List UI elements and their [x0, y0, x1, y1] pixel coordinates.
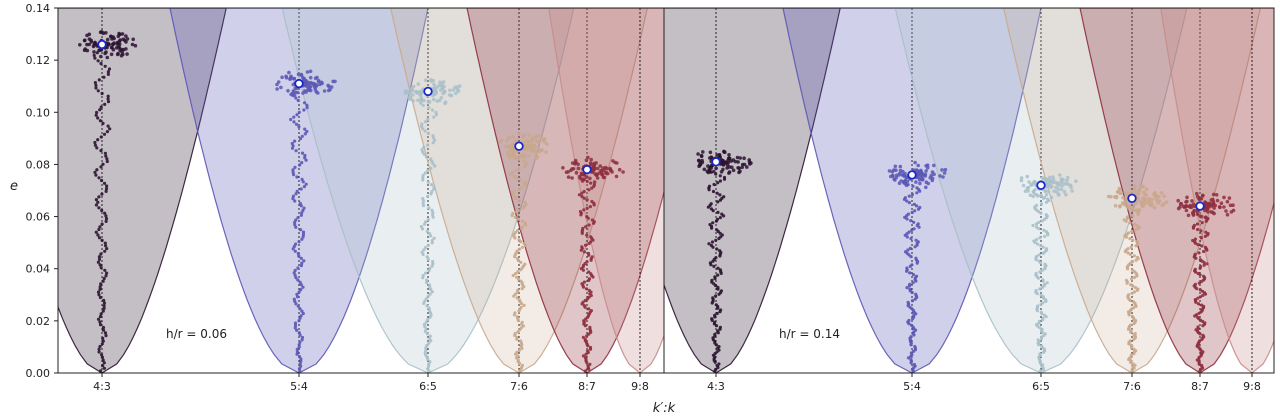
- x-tick-label: 9:8: [631, 380, 649, 393]
- y-tick-label: 0.02: [26, 315, 51, 328]
- x-tick-label: 8:7: [578, 380, 596, 393]
- marker-6-5: [423, 86, 433, 97]
- track-6-5: [1019, 173, 1078, 373]
- x-tick-label: 4:3: [707, 380, 725, 393]
- panel-h-r-0-06: h/r = 0.06: [58, 8, 664, 373]
- x-tick-label: 6:5: [419, 380, 437, 393]
- y-tick-label: 0.00: [26, 367, 51, 380]
- panel-annotation: h/r = 0.14: [779, 327, 840, 341]
- resonance-band-5-4: [169, 8, 429, 373]
- y-tick-label: 0.04: [26, 263, 51, 276]
- y-tick-label: 0.10: [26, 106, 51, 119]
- y-tick-label: 0.12: [26, 54, 51, 67]
- x-tick-label: 8:7: [1191, 380, 1209, 393]
- resonance-band-4-3: [58, 8, 227, 373]
- y-axis-ticks: 0.00 0.02 0.04 0.06 0.08 0.10 0.12 0.14: [26, 2, 58, 380]
- resonance-band-8-7: [1079, 8, 1274, 373]
- resonance-band-6-5: [281, 8, 575, 373]
- axes: 0.00 0.02 0.04 0.06 0.08 0.10 0.12 0.14 4:3 5:4 6…: [10, 2, 1275, 416]
- x-axis-ticks: 4:3 5:4 6:5 7:6 8:7 9:8 4:3 5:4 6:5 7:6 8:7 9:8: [93, 373, 1261, 393]
- resonance-band-4-3: [664, 8, 841, 373]
- plot-frame: [57, 7, 1275, 374]
- track-8-7: [1176, 191, 1236, 373]
- y-tick-label: 0.08: [26, 158, 51, 171]
- marker-7-6: [1127, 193, 1137, 203]
- x-tick-label: 4:3: [93, 380, 111, 393]
- marker-4-3: [711, 157, 721, 167]
- track-8-7: [561, 155, 625, 373]
- y-tick-label: 0.06: [26, 211, 51, 224]
- x-tick-label: 6:5: [1032, 380, 1050, 393]
- x-tick-label: 5:4: [903, 380, 921, 393]
- marker-8-7: [582, 164, 592, 175]
- panel-annotation: h/r = 0.06: [166, 327, 227, 341]
- y-tick-label: 0.14: [26, 2, 51, 15]
- marker-8-7: [1195, 201, 1205, 211]
- marker-7-6: [514, 141, 524, 151]
- resonance-band-7-6: [1002, 8, 1262, 373]
- track-5-4: [275, 69, 337, 373]
- x-tick-label: 7:6: [1123, 380, 1141, 393]
- x-tick-label: 5:4: [290, 380, 308, 393]
- x-tick-label: 9:8: [1243, 380, 1261, 393]
- marker-5-4: [294, 78, 304, 89]
- marker-4-3: [97, 39, 107, 50]
- y-axis-label: e: [10, 179, 18, 194]
- panel-h-r-0-14: h/r = 0.14: [664, 8, 1274, 373]
- resonance-band-9-8: [1160, 8, 1274, 373]
- x-axis-label: k′:k: [653, 401, 676, 416]
- marker-6-5: [1036, 180, 1046, 190]
- resonance-band-8-7: [466, 8, 664, 373]
- x-tick-label: 7:6: [510, 380, 528, 393]
- track-5-4: [887, 160, 948, 373]
- marker-5-4: [907, 170, 917, 180]
- resonance-band-9-8: [548, 8, 664, 373]
- resonance-band-5-4: [782, 8, 1042, 373]
